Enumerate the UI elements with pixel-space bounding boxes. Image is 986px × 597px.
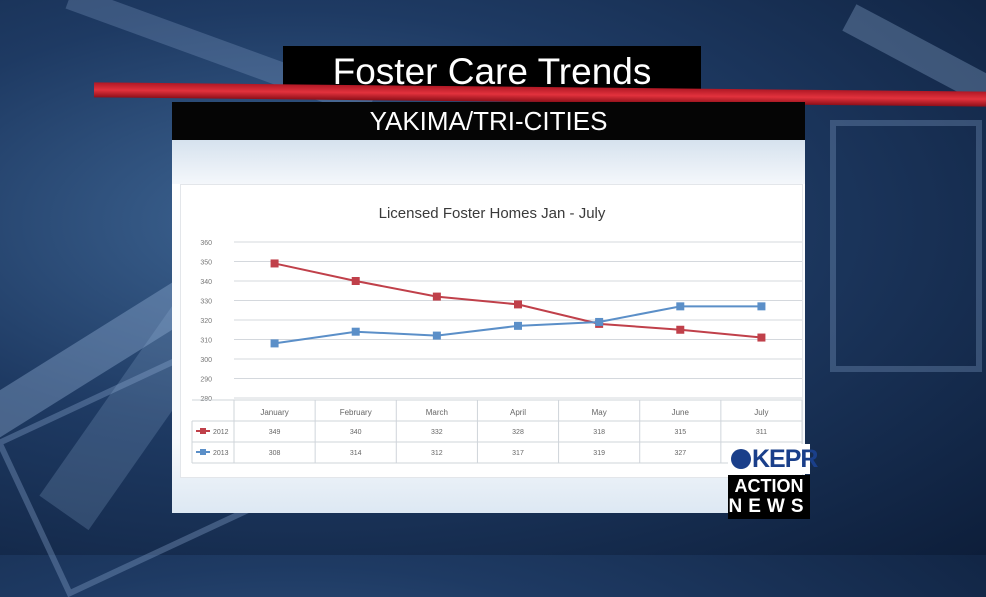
x-tick-label: April xyxy=(510,408,526,417)
data-table-cell: 311 xyxy=(756,429,767,436)
y-tick-label: 350 xyxy=(200,260,212,267)
chart-title: Licensed Foster Homes Jan - July xyxy=(379,205,606,222)
legend-label: 2012 xyxy=(213,429,229,436)
data-table-cell: 314 xyxy=(350,450,362,457)
x-tick-label: May xyxy=(592,408,607,417)
station-tagline-action: ACTION xyxy=(734,476,804,496)
data-table-cell: 332 xyxy=(431,429,443,436)
y-tick-label: 330 xyxy=(200,299,212,306)
data-point xyxy=(514,321,522,330)
data-table-cell: 318 xyxy=(593,429,605,436)
background-frame xyxy=(830,120,982,372)
data-table-cell: 317 xyxy=(512,450,524,457)
subtitle: YAKIMA/TRI-CITIES xyxy=(369,106,608,136)
x-tick-label: July xyxy=(754,408,768,417)
data-point xyxy=(676,302,685,311)
y-tick-label: 360 xyxy=(200,240,212,247)
data-table-cell: 315 xyxy=(674,429,686,436)
data-point xyxy=(270,259,279,268)
station-logo-text: KEPR xyxy=(752,445,818,473)
subtitle-bar xyxy=(172,102,805,140)
y-tick-label: 300 xyxy=(200,357,212,364)
data-point xyxy=(270,339,279,348)
data-point xyxy=(432,292,441,301)
data-table-cell: 308 xyxy=(269,450,281,457)
x-tick-label: January xyxy=(260,408,288,417)
data-table-cell: 327 xyxy=(674,450,686,457)
x-tick-label: March xyxy=(426,408,448,417)
data-point xyxy=(757,333,766,342)
legend-marker xyxy=(200,428,206,434)
station-logo: KEPR xyxy=(728,444,818,474)
legend-marker xyxy=(200,449,206,455)
panel-header-gradient xyxy=(172,140,805,184)
data-table-cell: 328 xyxy=(512,429,524,436)
line-chart: Licensed Foster Homes Jan - July28029030… xyxy=(191,205,803,464)
eye-icon xyxy=(731,449,751,469)
data-point xyxy=(351,327,360,336)
data-table-cell: 312 xyxy=(431,450,443,457)
x-tick-label: February xyxy=(340,408,372,417)
station-tagline: ACTION NEWS xyxy=(728,475,810,519)
data-point xyxy=(514,300,522,309)
station-tagline-news: NEWS xyxy=(728,496,810,517)
data-point xyxy=(757,302,766,311)
data-table-cell: 340 xyxy=(350,429,362,436)
y-tick-label: 310 xyxy=(200,338,212,345)
data-point xyxy=(351,277,360,285)
data-table-cell: 319 xyxy=(593,450,605,457)
legend-label: 2013 xyxy=(213,450,229,457)
y-tick-label: 340 xyxy=(200,279,212,286)
y-tick-label: 320 xyxy=(200,318,212,325)
x-tick-label: June xyxy=(672,408,690,417)
y-tick-label: 290 xyxy=(200,377,212,384)
data-point xyxy=(595,317,604,326)
data-point xyxy=(676,325,685,334)
data-point xyxy=(432,331,441,340)
data-table-cell: 349 xyxy=(269,429,281,436)
